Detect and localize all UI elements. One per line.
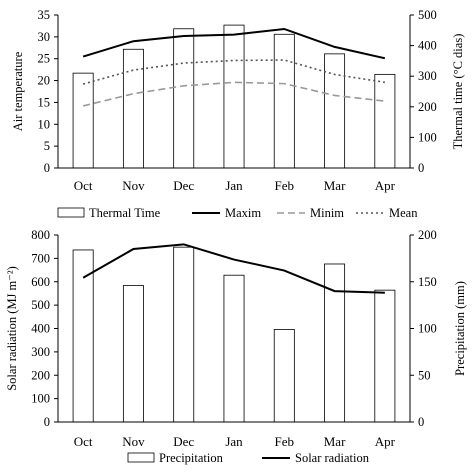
legend-label: Maxim (225, 206, 261, 220)
bar-jan (223, 24, 245, 169)
category-label-apr: Apr (375, 178, 396, 193)
left-tick-label: 200 (31, 368, 50, 382)
left-tick-label: 5 (44, 139, 50, 153)
left-tick-label: 20 (38, 74, 51, 88)
category-label-oct: Oct (74, 178, 93, 193)
bar-feb (273, 33, 295, 169)
legend-label: Mean (389, 206, 418, 220)
left-tick-label: 800 (31, 228, 50, 242)
right-axis-title: Thermal time (°C dias) (451, 34, 465, 150)
left-tick-label: 500 (31, 298, 50, 312)
left-tick-label: 0 (44, 415, 50, 429)
line-maxim (82, 27, 386, 60)
left-tick-label: 10 (38, 117, 51, 131)
line-minim (82, 81, 385, 107)
legend-label: Solar radiation (295, 451, 370, 465)
left-tick-label: 30 (38, 30, 51, 44)
right-tick-label: 100 (418, 322, 437, 336)
bar-apr (374, 73, 396, 169)
right-tick-label: 0 (418, 161, 424, 175)
category-label-jan: Jan (225, 178, 243, 193)
bar-nov (122, 48, 144, 169)
legend-swatch-bar (57, 207, 85, 218)
category-label-feb: Feb (275, 178, 295, 193)
right-tick-label: 200 (418, 100, 437, 114)
left-axis-title: Solar radiation (MJ m⁻²) (5, 266, 19, 391)
left-axis-title: Air temperature (11, 51, 25, 131)
category-label-mar: Mar (324, 178, 346, 193)
legend: Precipitation Solar radiation (127, 451, 370, 465)
category-label-feb: Feb (275, 434, 295, 449)
category-label-apr: Apr (375, 434, 396, 449)
right-tick-label: 200 (418, 228, 437, 242)
legend: Thermal Time Maxim Minim Mean (57, 206, 418, 220)
right-tick-label: 400 (418, 39, 437, 53)
bar-feb (273, 329, 295, 423)
category-label-dec: Dec (173, 178, 194, 193)
category-label-nov: Nov (122, 434, 145, 449)
category-label-mar: Mar (324, 434, 346, 449)
category-label-oct: Oct (74, 434, 93, 449)
bar-mar (324, 53, 346, 169)
right-tick-label: 100 (418, 130, 437, 144)
right-tick-label: 300 (418, 69, 437, 83)
legend-swatch-bar (127, 452, 155, 463)
right-tick-label: 500 (418, 8, 437, 22)
left-tick-label: 600 (31, 275, 50, 289)
category-label-nov: Nov (122, 178, 145, 193)
right-tick-label: 50 (418, 368, 431, 382)
left-tick-label: 25 (38, 52, 51, 66)
category-label-jan: Jan (225, 434, 243, 449)
right-tick-label: 150 (418, 275, 437, 289)
left-tick-label: 700 (31, 251, 50, 265)
legend-label: Minim (310, 206, 344, 220)
left-tick-label: 100 (31, 392, 50, 406)
bar-apr (374, 289, 396, 423)
line-mean (82, 59, 385, 85)
right-axis-title: Precipitation (mm) (453, 281, 467, 376)
bar-oct (72, 72, 94, 169)
right-tick-label: 0 (418, 415, 424, 429)
line-solar-radiation (82, 243, 385, 294)
category-label-dec: Dec (173, 434, 194, 449)
bar-oct (72, 249, 94, 423)
legend-label: Precipitation (159, 451, 224, 465)
bar-dec (173, 246, 195, 423)
legend-label: Thermal Time (89, 206, 161, 220)
bar-jan (223, 274, 245, 423)
left-tick-label: 15 (38, 95, 51, 109)
bar-nov (122, 285, 144, 423)
left-tick-label: 0 (44, 161, 50, 175)
chart-1: 0 5 10 15 20 25 30 35 0 100 200 300 400 500 Oct Nov Dec J… (11, 8, 465, 220)
bar-dec (173, 28, 195, 169)
chart-2: 0 100 200 300 400 500 600 700 800 0 50 100 150 200 Oct… (5, 228, 467, 465)
left-tick-label: 35 (38, 8, 51, 22)
left-tick-label: 300 (31, 345, 50, 359)
left-tick-label: 400 (31, 322, 50, 336)
